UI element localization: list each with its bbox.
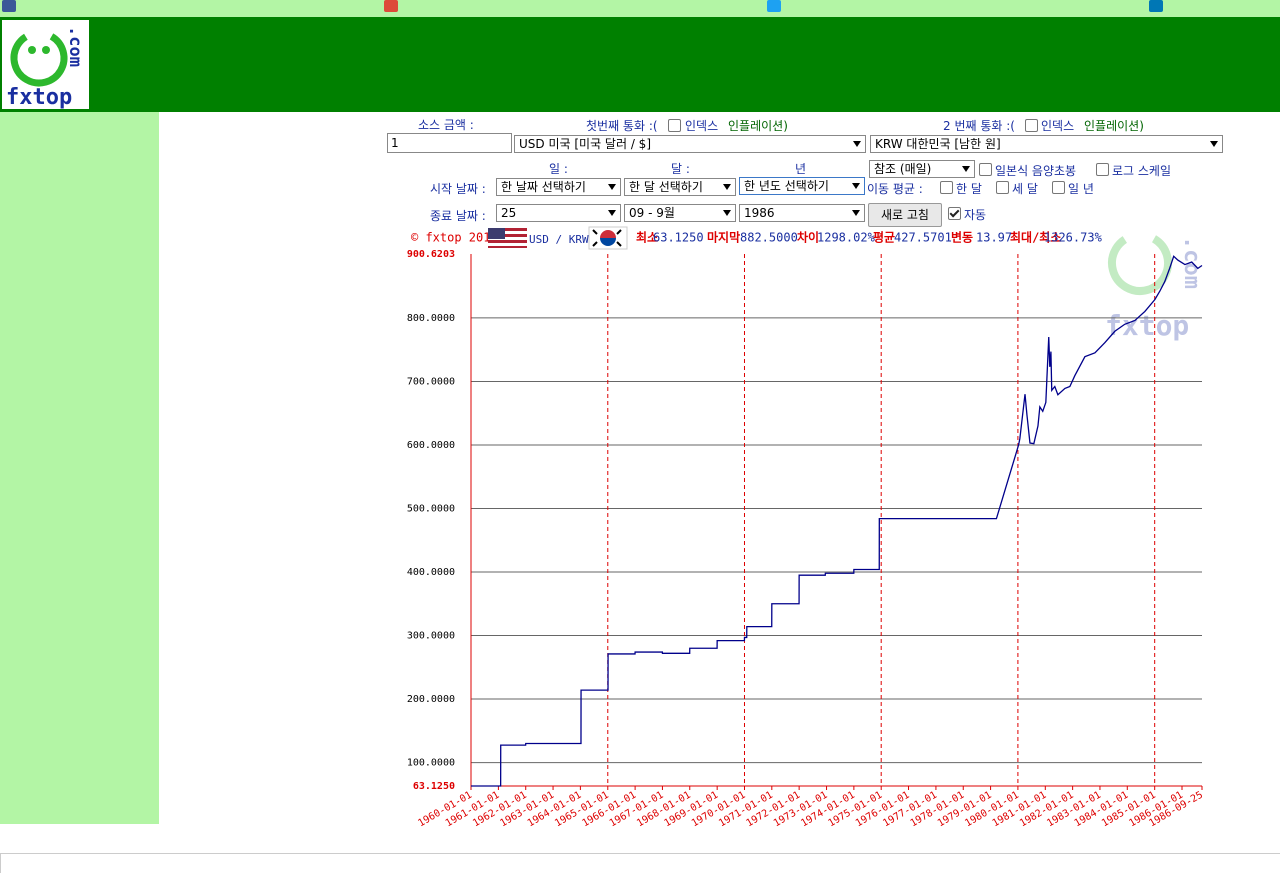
log-checkbox[interactable]	[1096, 163, 1109, 176]
month-label: 달 :	[671, 162, 690, 176]
ma-checkbox[interactable]	[1052, 181, 1065, 194]
y-tick-label: 400.0000	[407, 567, 455, 578]
stat-value: 427.5701	[894, 231, 952, 245]
inflation-label: 인플레이션)	[728, 119, 788, 133]
y-tick-label: 600.0000	[407, 440, 455, 451]
start-day-select[interactable]: 한 날짜 선택하기	[496, 178, 621, 196]
facebook-icon[interactable]	[2, 0, 16, 12]
google-plus-icon[interactable]	[384, 0, 398, 12]
sidebar	[0, 112, 159, 824]
stat-value: 882.5000	[740, 231, 798, 245]
stat-value: 1326.73%	[1044, 231, 1103, 245]
watermark: fxtop .com	[1105, 231, 1204, 342]
start-month-select[interactable]: 한 달 선택하기	[624, 178, 736, 196]
y-tick-label: 900.6203	[407, 249, 455, 260]
y-tick-label: 300.0000	[407, 631, 455, 642]
year-label: 년	[795, 162, 807, 176]
linkedin-icon[interactable]	[1149, 0, 1163, 12]
kr-flag	[588, 226, 628, 250]
end-label: 종료 날짜 :	[430, 209, 486, 223]
stat-label: 최대/최소	[1010, 230, 1061, 245]
candle-checkbox[interactable]	[979, 163, 992, 176]
inflation-label: 인플레이션)	[1084, 119, 1144, 133]
refresh-button[interactable]: 새로 고침	[868, 203, 942, 227]
logo[interactable]: fxtop .com	[2, 20, 89, 110]
ma-checkbox[interactable]	[996, 181, 1009, 194]
auto-label: 자동	[964, 208, 987, 222]
end-year-select[interactable]: 1986	[739, 204, 865, 222]
y-tick-label: 63.1250	[413, 781, 455, 792]
candle-label: 일본식 음양초봉	[995, 164, 1077, 178]
currency2-label: 2 번째 통화 :(	[943, 119, 1015, 133]
log-label: 로그 스케일	[1112, 164, 1172, 178]
us-flag	[488, 228, 527, 248]
stat-value: 63.1250	[653, 231, 704, 245]
watermark-smile	[1108, 231, 1172, 295]
chart: fxtop .com © fxtop 2019 USD / KRW 최소63.1…	[407, 226, 1205, 829]
stat-label: 마지막	[707, 230, 740, 245]
footer-line	[0, 853, 1280, 873]
amount-label: 소스 금액 :	[418, 118, 474, 132]
end-month-select[interactable]: 09 - 9월	[624, 204, 736, 222]
index-label: 인덱스	[1041, 119, 1075, 133]
copyright: © fxtop 2019	[411, 231, 498, 245]
y-tick-label: 800.0000	[407, 313, 455, 324]
index-label: 인덱스	[685, 119, 719, 133]
currency1-label: 첫번째 통화 :(	[586, 119, 658, 133]
index-checkbox[interactable]	[668, 119, 681, 132]
logo-domain: .com	[65, 26, 85, 67]
logo-eye	[28, 46, 36, 54]
currency2-select[interactable]: KRW 대한민국 [남한 원]	[870, 135, 1223, 153]
stat-value: 13.97	[976, 231, 1012, 245]
y-tick-label: 200.0000	[407, 694, 455, 705]
ma-checkbox[interactable]	[940, 181, 953, 194]
stat-value: 1298.02%	[817, 231, 876, 245]
stat-label: 최소	[636, 230, 658, 245]
start-label: 시작 날짜 :	[430, 182, 486, 196]
logo-smile	[10, 29, 68, 87]
currency1-select[interactable]: USD 미국 [미국 달러 / $]	[514, 135, 866, 153]
stat-label: 차이	[797, 230, 819, 245]
logo-eye	[42, 46, 50, 54]
y-tick-label: 100.0000	[407, 758, 455, 769]
currency-pair: USD / KRW	[529, 233, 589, 246]
header	[0, 17, 1280, 112]
watermark-name: fxtop	[1105, 309, 1189, 342]
auto-checkbox[interactable]	[948, 207, 961, 220]
twitter-icon[interactable]	[767, 0, 781, 12]
y-tick-label: 500.0000	[407, 503, 455, 514]
end-day-select[interactable]: 25	[496, 204, 621, 222]
day-label: 일 :	[549, 162, 568, 176]
start-year-select[interactable]: 한 년도 선택하기	[739, 177, 865, 195]
moving-average-label: 이동 평균 :	[867, 182, 923, 196]
ma-option: 일 년	[1068, 182, 1094, 196]
y-tick-label: 700.0000	[407, 376, 455, 387]
share-bar	[0, 0, 1280, 17]
stat-label: 평균	[873, 231, 895, 245]
period-select[interactable]: 참조 (매일)	[869, 160, 975, 178]
index-checkbox[interactable]	[1025, 119, 1038, 132]
logo-name: fxtop	[6, 85, 72, 109]
ma-option: 세 달	[1012, 182, 1038, 196]
amount-input[interactable]: 1	[387, 133, 512, 153]
ma-option: 한 달	[956, 182, 982, 196]
logo-graphic: fxtop .com	[6, 26, 85, 110]
stat-label: 변동	[951, 230, 973, 245]
price-line	[471, 255, 1203, 787]
